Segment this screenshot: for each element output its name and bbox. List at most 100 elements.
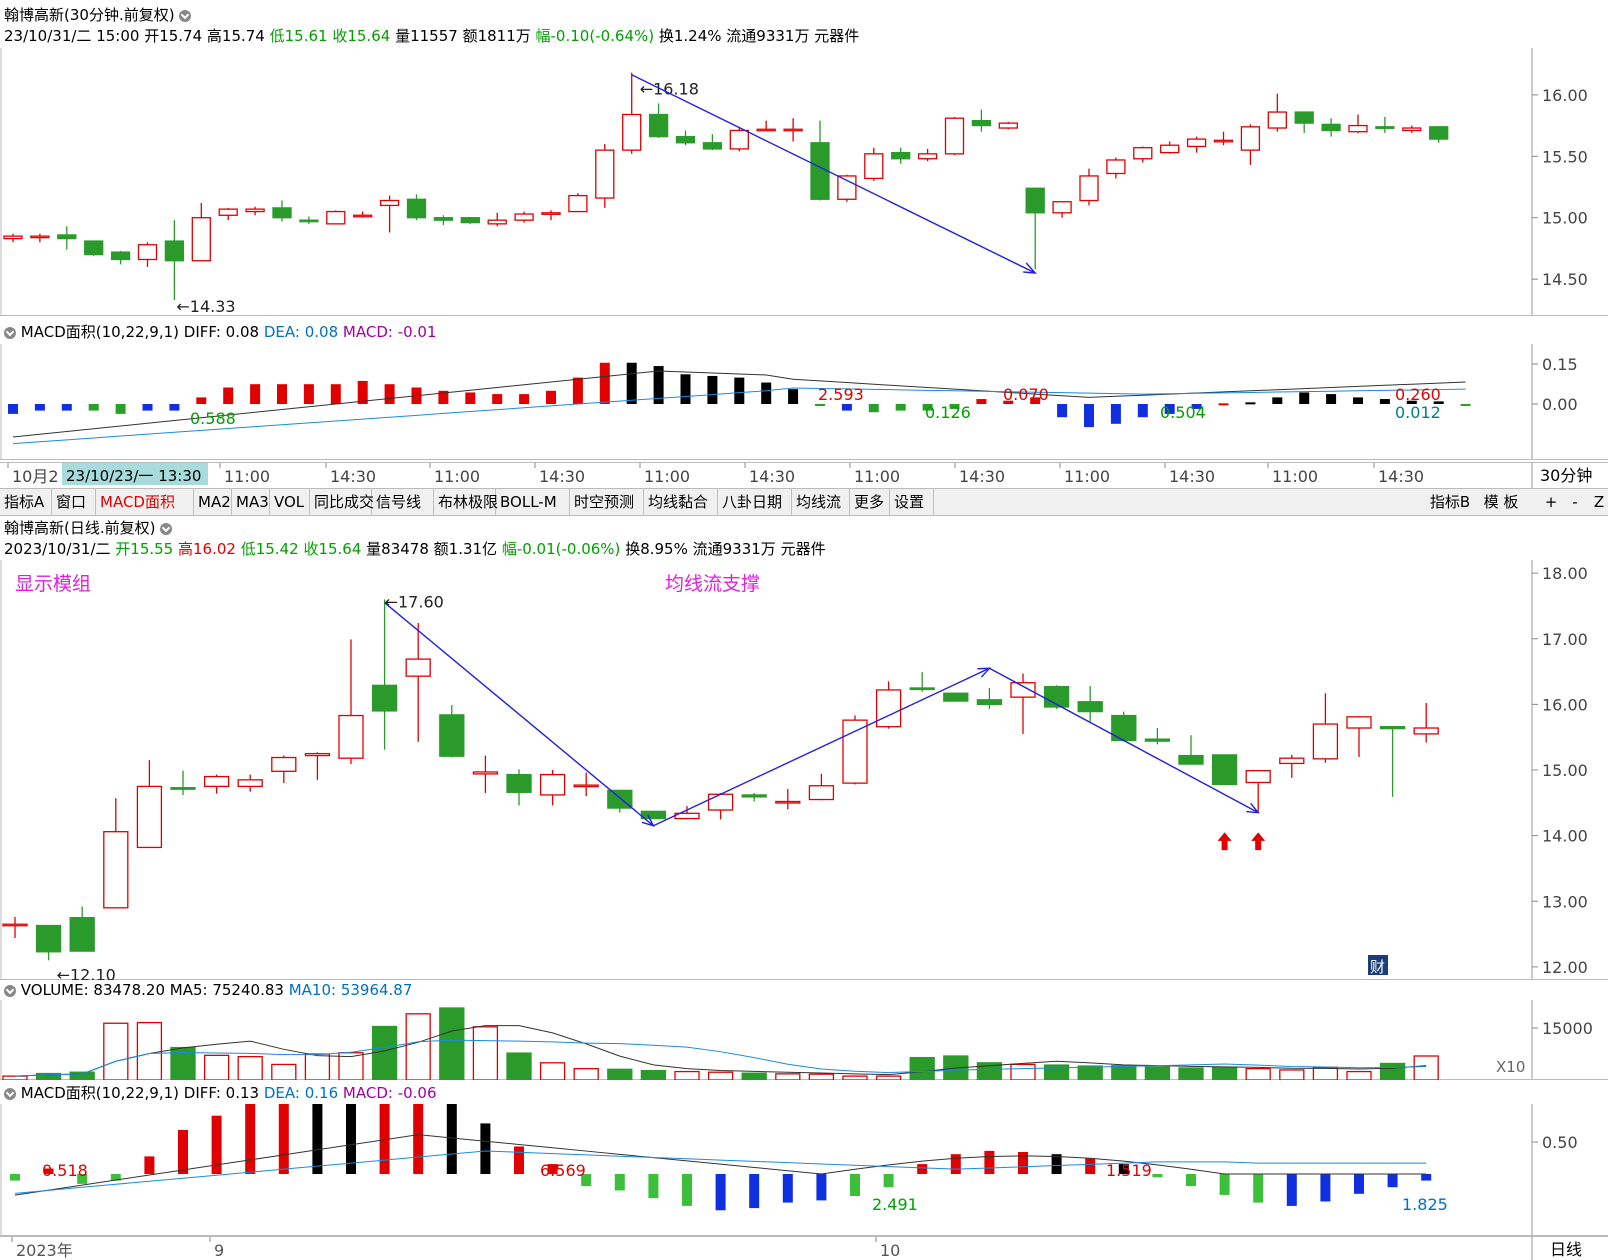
macd-bar: [788, 389, 799, 404]
macd-bar: [1406, 400, 1417, 404]
macd-bar: [223, 387, 234, 404]
volume-bar: [741, 1072, 767, 1080]
macd-bar: [1030, 397, 1041, 404]
macd-bar: [1018, 1152, 1028, 1174]
daily-candle-chart[interactable]: 18.00 17.00 16.00 15.00 14.00 13.00 12.00 显示模组 均…: [0, 560, 1608, 980]
ytick-label: 18.00: [1542, 564, 1588, 583]
macd-bar: [379, 1104, 390, 1174]
toolbar-tab[interactable]: 时空预测: [570, 489, 644, 515]
macd-bar: [1084, 404, 1094, 428]
volume-bar: [1077, 1065, 1103, 1080]
toolbar-tab[interactable]: 八卦日期: [718, 489, 792, 515]
toolbar-right-button[interactable]: 指标B: [1429, 493, 1471, 511]
volume-bar: [506, 1052, 532, 1080]
top-macd-chart: 0.15 0.00 0.588 2.593 0.126 0.070 0.504 0.2600.…: [0, 344, 1608, 460]
candle-body: [1052, 201, 1072, 214]
toolbar-tab[interactable]: 信号线: [372, 489, 434, 515]
volume-bar: [1178, 1067, 1204, 1080]
volume-bar: [707, 1071, 734, 1080]
volume-bar: [1211, 1067, 1238, 1080]
candle-body: [595, 149, 615, 199]
toolbar-tab[interactable]: 均线黏合: [644, 489, 718, 515]
candle-body: [1025, 187, 1045, 214]
macd-bar: [816, 1174, 827, 1201]
macd-bar: [330, 384, 341, 404]
top-chart-title: 翰博高新(30分钟.前复权): [4, 6, 175, 24]
macd-bar: [1218, 403, 1229, 406]
toolbar-tab[interactable]: 同比成交: [310, 489, 374, 515]
volume-unit: X10: [1496, 1058, 1525, 1076]
macd-bar: [1137, 404, 1148, 418]
toolbar-tab[interactable]: 设置: [890, 489, 934, 515]
toolbar-tab[interactable]: MA2: [194, 489, 232, 515]
top-macd-diff: DIFF: 0.08: [183, 323, 260, 341]
candle-body: [506, 773, 532, 793]
macd-bar: [1219, 1174, 1230, 1195]
diff-line: [14, 1134, 1427, 1196]
toolbar-tab[interactable]: MA3: [232, 489, 270, 515]
candle-body: [379, 199, 400, 207]
macd-bar: [707, 375, 718, 404]
candle-body: [299, 219, 319, 223]
chevron-down-icon[interactable]: [4, 984, 16, 997]
toolbar-tab[interactable]: 布林极限: [434, 489, 498, 515]
macd-bar: [1286, 1174, 1297, 1206]
candle-body: [353, 214, 373, 218]
chevron-down-icon[interactable]: [179, 9, 192, 22]
candle-body: [864, 153, 884, 180]
toolbar-right-button[interactable]: Z: [1593, 493, 1605, 511]
candle-body: [69, 917, 95, 952]
bottom-macd-chart: 0.50 0.518 6.569 2.491 1.519 1.825: [0, 1104, 1608, 1236]
volume-bar: [775, 1073, 801, 1080]
candle-body: [110, 251, 131, 261]
toolbar-right-button[interactable]: -: [1572, 493, 1578, 511]
toolbar-tab[interactable]: 窗口: [52, 489, 96, 515]
info-field: 流通9331万: [692, 540, 781, 558]
top-macd-dea: DEA: 0.08: [263, 323, 339, 341]
ytick-label: 13.00: [1542, 892, 1588, 911]
macd-bar: [749, 1174, 760, 1209]
top-candle-chart[interactable]: 16.00 15.50 15.00 14.50 ←16.18 ←14.33: [0, 48, 1608, 316]
ytick-label: 15000: [1542, 1019, 1593, 1038]
candle-body: [1213, 139, 1234, 143]
toolbar-right-button[interactable]: +: [1544, 493, 1558, 511]
info-field: 23/10/31/二 15:00: [4, 27, 145, 45]
top-chart-info: 23/10/31/二 15:00 开15.74 高15.74 低15.61 收1…: [4, 26, 859, 46]
macd-bar: [142, 404, 153, 411]
candle-body: [272, 207, 292, 219]
info-field: 高15.74: [206, 27, 270, 45]
candle-body: [245, 208, 265, 213]
toolbar-right-button[interactable]: 模 板: [1483, 493, 1519, 511]
zigzag-line: [989, 667, 1259, 814]
macd-bar: [1085, 1158, 1096, 1174]
time-label: 11:00: [1064, 467, 1110, 486]
chevron-down-icon[interactable]: [160, 522, 173, 535]
macd-area-label: 0.126: [925, 403, 971, 422]
candle-body: [1321, 123, 1341, 132]
candle-body: [783, 128, 803, 132]
time-label: 14:30: [1378, 467, 1424, 486]
macd-bar: [1110, 404, 1121, 424]
macd-bar: [77, 1174, 88, 1184]
macd-bar: [581, 1174, 592, 1187]
macd-bar: [546, 390, 556, 404]
signal-tag: 均线流支撑: [665, 573, 760, 595]
toolbar-tab[interactable]: 更多: [850, 489, 890, 515]
finance-icon-label: 财: [1370, 958, 1385, 976]
cursor-time: 23/10/23/一 13:30: [66, 467, 201, 485]
top-macd-name: MACD面积(10,22,9,1): [20, 323, 180, 341]
dea-line: [12, 387, 1466, 445]
volume-bar: [640, 1069, 667, 1080]
toolbar-tab[interactable]: 指标A: [0, 489, 52, 515]
toolbar-tab[interactable]: 均线流: [792, 489, 850, 515]
chevron-down-icon[interactable]: [4, 326, 16, 339]
macd-bar: [1118, 1164, 1129, 1174]
toolbar-tab[interactable]: VOL: [270, 489, 310, 515]
toolbar-tab[interactable]: MACD面积: [96, 489, 194, 515]
ytick-label: 14.50: [1542, 270, 1588, 289]
date-label: 2023年: [16, 1241, 73, 1260]
toolbar-tab[interactable]: BOLL-M: [496, 489, 570, 515]
macd-bar: [1164, 404, 1175, 414]
chevron-down-icon[interactable]: [4, 1087, 16, 1100]
macd-area-label: 0.518: [42, 1161, 88, 1180]
